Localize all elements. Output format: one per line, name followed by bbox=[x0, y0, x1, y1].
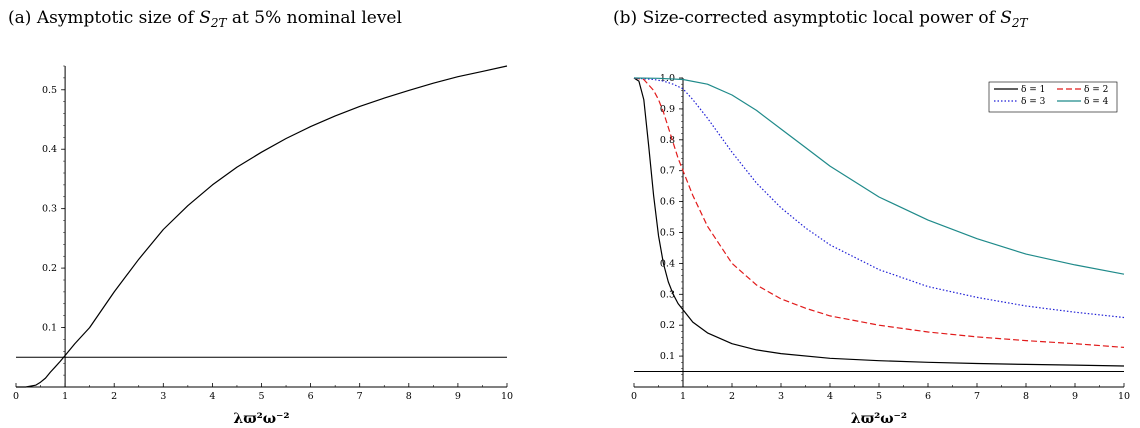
panel-a-x-tick-label: 8 bbox=[406, 391, 412, 402]
panel-b-x-tick-label: 10 bbox=[1118, 391, 1130, 402]
panel-a-x-tick-label: 3 bbox=[160, 391, 166, 402]
panel-a-title-symbol: S bbox=[199, 8, 211, 28]
panel-a-title-text: Asymptotic size of bbox=[36, 8, 194, 28]
panel-b-y-tick-label: 0.4 bbox=[660, 258, 675, 269]
panel-b-x-tick-label: 9 bbox=[1072, 391, 1078, 402]
panel-b-legend-box bbox=[988, 81, 1118, 113]
panel-b-title-subscript: 2T bbox=[1011, 16, 1028, 30]
panel-a-title-subscript: 2T bbox=[210, 16, 227, 30]
panel-a-chart: 0 1 2 3 4 5 6 7 8 9 10 0.1 0.2 0.3 0.4 0.5 λϖ²ω⁻² bbox=[13, 65, 513, 427]
panel-a-y-tick-label: 0.3 bbox=[42, 204, 57, 215]
panel-b-series-line-4 bbox=[633, 77, 1125, 275]
panel-a-title: (a) Asymptotic size of S2T at 5% nominal… bbox=[8, 8, 402, 30]
panel-b-y-tick-label: 0.3 bbox=[660, 289, 675, 300]
panel-b-y-tick-label: 0.9 bbox=[660, 104, 675, 115]
panel-b-label: (b) bbox=[613, 8, 638, 28]
panel-b-x-tick-label: 6 bbox=[925, 391, 931, 402]
panel-a-y-tick-label: 0.2 bbox=[42, 263, 57, 274]
panel-a-x-tick-label: 9 bbox=[455, 391, 461, 402]
panel-a-x-axis-label: λϖ²ω⁻² bbox=[233, 411, 289, 427]
panel-b-series-line-1 bbox=[633, 77, 1125, 367]
panel-b-series-line-3 bbox=[633, 77, 1125, 319]
panel-b-x-tick-label: 0 bbox=[631, 391, 637, 402]
panel-a-x-tick-label: 7 bbox=[357, 391, 363, 402]
panel-b-x-tick-label: 3 bbox=[778, 391, 784, 402]
panel-a-x-tick-label: 4 bbox=[209, 391, 215, 402]
panel-b-series-line-2 bbox=[633, 77, 1125, 348]
panel-a-x-tick-label: 10 bbox=[501, 391, 513, 402]
panel-a-y-tick-label: 0.1 bbox=[42, 323, 57, 334]
panel-a-title-suffix: at 5% nominal level bbox=[231, 8, 402, 28]
panel-b-x-tick-label: 2 bbox=[729, 391, 735, 402]
panel-b-x-tick-label: 5 bbox=[876, 391, 882, 402]
panel-b-x-tick-label: 4 bbox=[827, 391, 833, 402]
panel-a-y-tick-label: 0.4 bbox=[42, 144, 57, 155]
panel-b-legend-label-1: δ = 1 bbox=[1021, 85, 1045, 95]
panel-a-x-tick-label: 2 bbox=[111, 391, 117, 402]
panel-a-x-tick-label: 5 bbox=[258, 391, 264, 402]
panel-b-y-tick-label: 0.6 bbox=[660, 197, 675, 208]
panel-b-x-tick-label: 7 bbox=[974, 391, 980, 402]
panel-a-series-line-1 bbox=[16, 65, 508, 388]
panel-b-legend-label-2: δ = 2 bbox=[1084, 85, 1108, 95]
panel-a-label: (a) bbox=[8, 8, 32, 28]
panel-b-legend-label-3: δ = 3 bbox=[1021, 97, 1046, 107]
panel-a-x-tick-label: 6 bbox=[308, 391, 314, 402]
panel-a-x-tick-label: 1 bbox=[62, 391, 68, 402]
panel-b-y-tick-label: 0.1 bbox=[660, 351, 675, 362]
panel-b-y-tick-label: 0.5 bbox=[660, 228, 675, 239]
panel-b-x-axis-label: λϖ²ω⁻² bbox=[851, 411, 907, 427]
panel-b-x-tick-label: 1 bbox=[680, 391, 686, 402]
panel-b-y-tick-label: 0.7 bbox=[660, 166, 675, 177]
panel-b-title-text: Size-corrected asymptotic local power of bbox=[642, 8, 995, 28]
panel-b-x-tick-label: 8 bbox=[1023, 391, 1029, 402]
panel-b-y-tick-label: 0.8 bbox=[660, 135, 675, 146]
panel-b-y-tick-label: 0.2 bbox=[660, 320, 675, 331]
panel-b-legend-label-4: δ = 4 bbox=[1084, 97, 1109, 107]
panel-b-chart: 0 1 2 3 4 5 6 7 8 9 100.10.20.30.40.50.60.70.80.91… bbox=[631, 73, 1130, 427]
panel-b-title-symbol: S bbox=[1000, 8, 1012, 28]
panel-a-x-tick-label: 0 bbox=[13, 391, 19, 402]
panel-b-title: (b) Size-corrected asymptotic local powe… bbox=[613, 8, 1028, 30]
panel-a-y-tick-label: 0.5 bbox=[42, 85, 57, 96]
